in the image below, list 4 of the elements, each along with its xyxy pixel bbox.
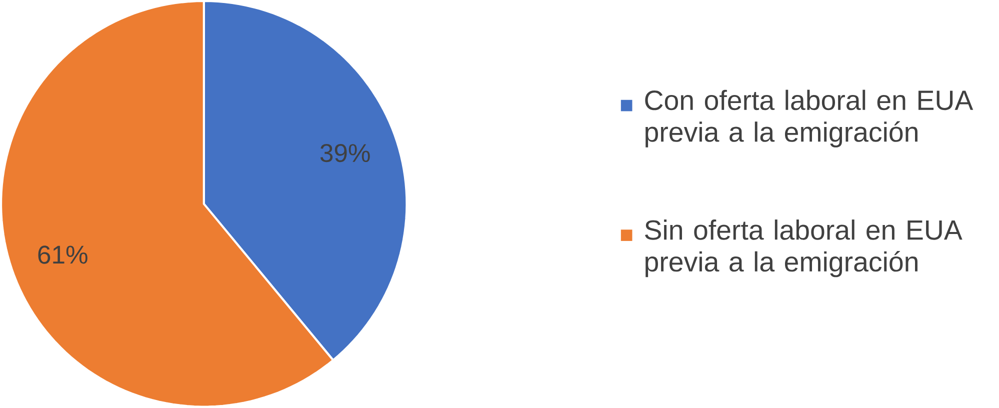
legend-label: Con oferta laboral en EUA previa a la emigración [645, 90, 974, 148]
legend-label: Sin oferta laboral en EUA previa a la emigración [645, 220, 962, 278]
data-label: 61% [38, 246, 88, 264]
data-label: 39% [320, 144, 370, 162]
